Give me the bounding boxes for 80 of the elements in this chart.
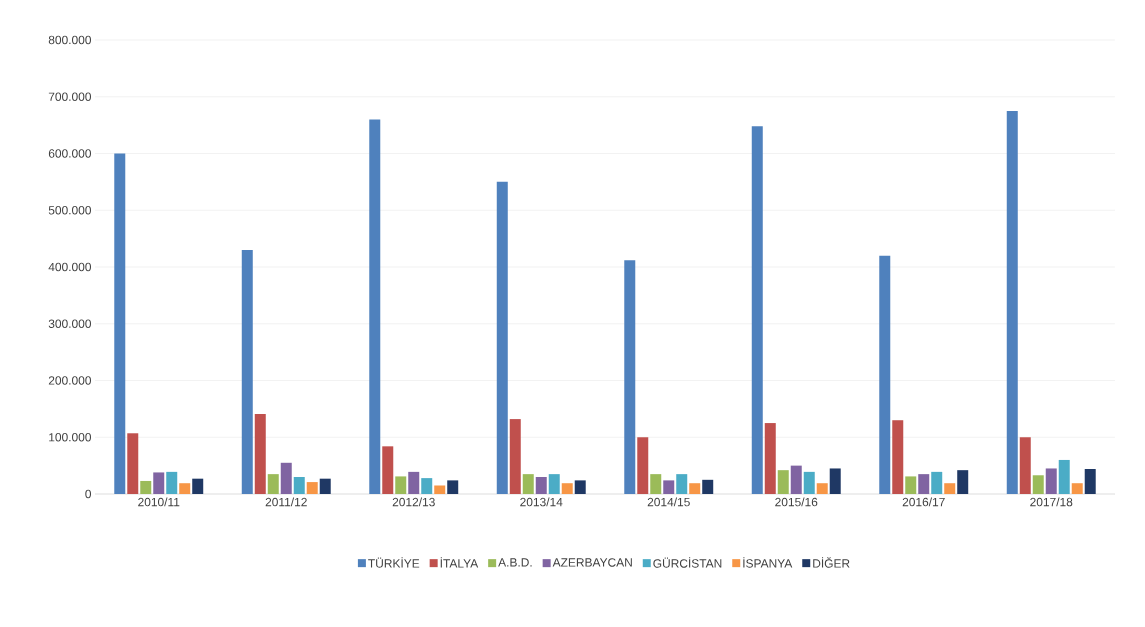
- bar: [689, 483, 701, 494]
- bar: [561, 483, 573, 494]
- bar: [1045, 468, 1057, 494]
- bar: [447, 480, 459, 494]
- bar: [434, 485, 446, 494]
- x-tick-label: 2010/11: [138, 497, 180, 507]
- bar: [293, 476, 305, 494]
- bar: [1058, 459, 1070, 494]
- bar: [306, 482, 318, 494]
- legend-label: DİĞER: [813, 557, 850, 568]
- x-tick-label: 2016/17: [902, 497, 945, 507]
- bar: [777, 470, 789, 494]
- legend-label: İTALYA: [440, 557, 479, 568]
- bar: [408, 471, 420, 494]
- bar: [574, 480, 586, 494]
- bar: [153, 472, 165, 494]
- x-tick-label: 2012/13: [392, 497, 435, 507]
- bar: [496, 181, 508, 494]
- bar: [803, 471, 815, 494]
- bar: [892, 420, 904, 494]
- bar: [829, 468, 841, 494]
- bar: [319, 478, 331, 494]
- bar: [114, 153, 126, 494]
- legend-label: TÜRKİYE: [368, 557, 420, 568]
- bar: [879, 255, 891, 494]
- y-tick-label: 0: [85, 489, 92, 499]
- bar: [1006, 110, 1018, 494]
- bar: [179, 483, 191, 494]
- bar: [663, 480, 675, 494]
- bar: [957, 470, 969, 494]
- y-tick-label: 300.000: [48, 319, 92, 328]
- bar: [421, 478, 433, 494]
- bar: [790, 465, 802, 494]
- bar: [166, 471, 178, 494]
- bar: [816, 483, 828, 494]
- x-tick-label: 2017/18: [1030, 497, 1073, 507]
- bar: [382, 446, 394, 494]
- bar: [931, 471, 943, 494]
- bar: [535, 476, 547, 494]
- bar: [676, 474, 688, 494]
- bar: [764, 423, 776, 494]
- bar: [944, 483, 956, 494]
- legend-label: AZERBAYCAN: [552, 558, 632, 567]
- y-tick-label: 800.000: [48, 35, 92, 45]
- bar: [637, 437, 649, 494]
- legend-label: GÜRCİSTAN: [653, 557, 722, 568]
- bar: [751, 126, 763, 494]
- y-tick-label: 500.000: [48, 206, 92, 215]
- y-tick-label: 400.000: [48, 262, 92, 272]
- x-tick-label: 2015/16: [775, 497, 818, 507]
- bar: [905, 476, 917, 494]
- bar: [127, 433, 139, 494]
- bar: [1032, 475, 1044, 494]
- bar: [140, 480, 152, 494]
- bar: [650, 474, 662, 494]
- bar: [241, 249, 253, 494]
- bar: [267, 474, 279, 494]
- bar: [1019, 437, 1031, 494]
- y-tick-label: 100.000: [49, 433, 92, 442]
- bar: [522, 474, 534, 494]
- bar: [395, 476, 407, 494]
- bar: [369, 119, 381, 494]
- y-tick-label: 600.000: [48, 149, 92, 158]
- y-tick-label: 200.000: [48, 376, 92, 385]
- bar: [548, 474, 560, 494]
- bar: [624, 260, 636, 494]
- x-tick-label: 2014/15: [647, 497, 690, 507]
- bar: [918, 474, 930, 494]
- bar: [702, 479, 714, 494]
- bar: [509, 419, 521, 494]
- legend-label: A.B.D.: [498, 558, 532, 567]
- legend-label: İSPANYA: [743, 557, 793, 568]
- x-tick-label: 2011/12: [265, 497, 307, 507]
- bar: [1084, 469, 1096, 494]
- bar: [280, 462, 292, 494]
- bar: [1071, 483, 1083, 494]
- y-tick-label: 700.000: [48, 92, 92, 101]
- x-tick-label: 2013/14: [520, 497, 563, 507]
- bar: [254, 413, 266, 494]
- bar: [192, 478, 204, 494]
